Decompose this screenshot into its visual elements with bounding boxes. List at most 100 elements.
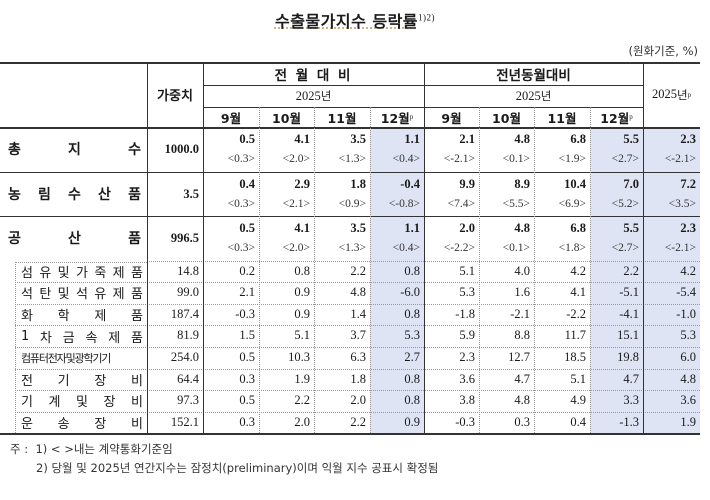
shade-yoy-dec-annual bbox=[590, 127, 700, 434]
row-value: 10.4 bbox=[564, 176, 586, 191]
label-char: 가 bbox=[75, 265, 88, 281]
subrow-value: 2.3 bbox=[459, 349, 475, 364]
row-value: 0.5 bbox=[239, 221, 255, 235]
label-char: 기 bbox=[57, 373, 70, 389]
subrow-value: 3.8 bbox=[459, 393, 475, 408]
subrow-value: -5.4 bbox=[676, 285, 696, 300]
row-contract-value: <-2.1> bbox=[664, 242, 696, 254]
row-contract-value: <0.1> bbox=[502, 242, 530, 254]
subrow-value: 2.7 bbox=[404, 349, 420, 364]
row-value: 0.5 bbox=[239, 132, 255, 146]
row-weight-0: 1000.0 bbox=[164, 142, 199, 156]
subrow-value: -1.8 bbox=[455, 306, 475, 321]
footnote-2: 2) 당월 및 2025년 연간지수는 잠정치(preliminary)이며 익… bbox=[10, 459, 438, 478]
rule bbox=[15, 282, 700, 284]
subrow-value: 4.8 bbox=[680, 371, 696, 386]
subrow-value: 3.3 bbox=[623, 393, 639, 408]
row-contract-value: <5.2> bbox=[611, 197, 639, 210]
row-contract-value: <7.4> bbox=[447, 197, 475, 210]
footnote-2-text: 2) 당월 및 2025년 연간지수는 잠정치(preliminary)이며 익… bbox=[36, 461, 439, 475]
row-value: 5.5 bbox=[623, 132, 639, 146]
rule bbox=[15, 411, 700, 413]
label-char: 공 bbox=[8, 231, 21, 248]
label-char: 장 bbox=[94, 373, 107, 389]
subrow-label-4: 컴퓨터전자및광학기기 bbox=[15, 347, 147, 369]
label-char: 품 bbox=[130, 287, 143, 303]
row-value: 3.5 bbox=[350, 132, 366, 146]
subrow-value: -2.1 bbox=[510, 306, 530, 321]
year-value: 2025 bbox=[295, 88, 321, 103]
row-contract-value: <1.9> bbox=[558, 153, 586, 165]
rule bbox=[147, 260, 700, 262]
row-contract-value: <1.8> bbox=[558, 242, 586, 254]
label-char: 비 bbox=[131, 416, 143, 432]
year-value: 2025 bbox=[515, 88, 541, 103]
subrow-value: -0.3 bbox=[455, 414, 475, 429]
subrow-weight-3: 81.9 bbox=[177, 328, 199, 343]
subrow-value: 0.3 bbox=[239, 371, 255, 386]
label-char: 및 bbox=[57, 287, 70, 303]
rule bbox=[147, 62, 148, 434]
footnote-1: 주 : 1) < >내는 계약통화기준임 bbox=[10, 440, 438, 459]
footnote-1-text: 1) < >내는 계약통화기준임 bbox=[35, 442, 173, 456]
label-char: 학 bbox=[57, 308, 70, 324]
row-contract-value: <0.4> bbox=[392, 153, 420, 165]
row-weight-1: 3.5 bbox=[183, 186, 199, 201]
label-char: 금 bbox=[62, 330, 75, 346]
subrow-value: 4.0 bbox=[514, 263, 530, 278]
label-char: 유 bbox=[39, 265, 52, 281]
rule bbox=[590, 107, 591, 434]
subrow-value: 0.4 bbox=[570, 414, 586, 429]
subrow-value: 4.2 bbox=[570, 263, 586, 278]
row-contract-value: <0.9> bbox=[338, 197, 366, 210]
label-char: 비 bbox=[131, 395, 143, 411]
subrow-value: 19.8 bbox=[617, 349, 639, 364]
row-contract-value: <0.3> bbox=[227, 197, 255, 210]
subrow-value: 0.9 bbox=[294, 285, 310, 300]
row-value: 7.2 bbox=[680, 176, 696, 191]
row-value: 4.8 bbox=[514, 132, 530, 146]
subrow-weight-5: 64.4 bbox=[177, 371, 199, 386]
subrow-value: 0.2 bbox=[239, 263, 255, 278]
rule bbox=[424, 62, 425, 434]
subrow-value: 6.3 bbox=[350, 349, 366, 364]
subrow-value: 2.0 bbox=[294, 414, 310, 429]
rule bbox=[15, 325, 700, 327]
rule bbox=[203, 62, 204, 434]
rule bbox=[203, 85, 643, 86]
row-value: 0.4 bbox=[239, 176, 255, 191]
rule bbox=[643, 62, 644, 434]
row-value: 7.0 bbox=[623, 176, 639, 191]
subrow-value: -2.2 bbox=[566, 306, 586, 321]
label-char: 제 bbox=[112, 265, 125, 281]
mom-month-3: 11월 bbox=[314, 107, 370, 127]
row-value: 9.9 bbox=[459, 176, 475, 191]
label-char: 제 bbox=[94, 308, 107, 324]
label-char: 농 bbox=[8, 186, 21, 203]
rule bbox=[15, 390, 700, 392]
label-char: 운 bbox=[21, 416, 33, 432]
mom-header: 전 월 대 비 bbox=[274, 67, 353, 84]
subrow-value: 4.9 bbox=[570, 393, 586, 408]
row-value: 6.8 bbox=[570, 132, 586, 146]
row-contract-value: <2.7> bbox=[611, 153, 639, 165]
rule bbox=[0, 433, 700, 436]
subrow-value: 0.8 bbox=[404, 371, 420, 386]
month-label: 10월 bbox=[272, 110, 301, 126]
year-suffix: 년 bbox=[320, 89, 332, 103]
label-char: 산 bbox=[68, 231, 81, 248]
subrow-value: 3.6 bbox=[680, 393, 696, 408]
rule bbox=[534, 107, 535, 434]
prelim-mark: p bbox=[687, 90, 692, 99]
row-value: 2.3 bbox=[680, 221, 696, 235]
label-char: 석 bbox=[21, 287, 33, 303]
mom-month-4: 12월 p bbox=[370, 107, 424, 127]
subrow-value: 0.5 bbox=[239, 393, 255, 408]
subrow-value: 1.9 bbox=[680, 414, 696, 429]
label-char: 수 bbox=[128, 142, 141, 159]
row-value: 2.3 bbox=[680, 132, 696, 146]
subrow-value: 5.1 bbox=[570, 371, 586, 386]
label-char: 1 bbox=[21, 328, 30, 344]
